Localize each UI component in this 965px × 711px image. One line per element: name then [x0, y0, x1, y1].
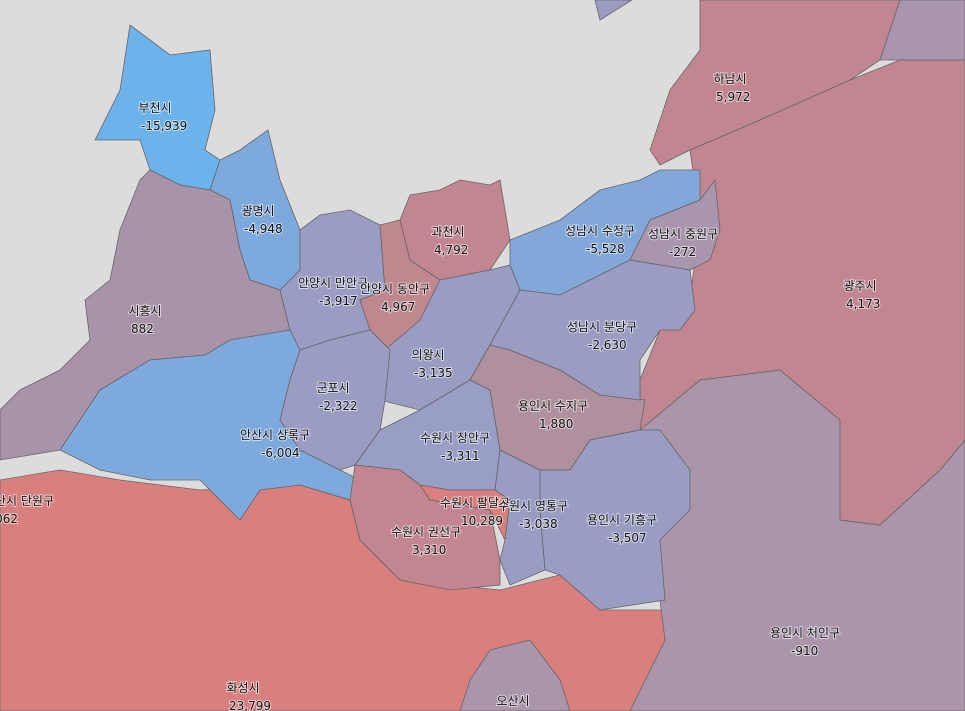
region-value: -15,939: [141, 119, 187, 133]
region-value: 23,799: [229, 699, 271, 711]
region-value: -6,004: [261, 446, 300, 460]
region: [594, 0, 633, 21]
region-name: 안양시 만안구: [298, 276, 368, 290]
region-value: -3,917: [319, 294, 358, 308]
region-value: 3,310: [412, 543, 446, 557]
region: [489, 259, 696, 401]
region-value: -5,528: [586, 242, 625, 256]
region-value: 4,792: [434, 243, 468, 257]
region-value: -2,322: [319, 399, 358, 413]
region-name: 화성시: [226, 681, 259, 695]
region: [879, 0, 965, 61]
region-name: 수원시 팔달구: [440, 496, 510, 510]
region-value: 062: [0, 512, 18, 526]
region-name: 하남시: [713, 72, 746, 86]
region-value: -272: [669, 245, 696, 259]
region-value: 882: [131, 322, 154, 336]
region: [349, 464, 501, 591]
region-value: -3,507: [608, 531, 647, 545]
region-name: 오산시: [496, 694, 529, 708]
region-value: -3,038: [519, 517, 558, 531]
region-name: 성남시 중원구: [648, 227, 718, 241]
region-value: -3,135: [414, 366, 453, 380]
region-name: 안산시 상록구: [240, 428, 310, 442]
region-name: 시흥시: [128, 304, 161, 318]
region-value: 4,173: [846, 297, 880, 311]
region-value: -2,630: [588, 338, 627, 352]
region-name: 성남시 분당구: [567, 320, 637, 334]
region-name: 군포시: [316, 381, 349, 395]
region-name: 과천시: [431, 224, 464, 239]
region-name: 광주시: [843, 279, 876, 293]
region-name: 부천시: [138, 100, 171, 115]
region-value: -4,948: [244, 222, 283, 236]
region-name: 수원시 장안구: [420, 431, 490, 445]
region-name: 용인시 수지구: [518, 399, 588, 413]
region-name: 안양시 동안구: [360, 282, 430, 296]
region-name: 안산시 단원구: [0, 494, 54, 508]
region-name: 광명시: [241, 204, 274, 218]
region-name: 의왕시: [411, 348, 444, 362]
region: [539, 429, 691, 611]
region-name: 수원시 권선구: [391, 525, 461, 539]
region-name: 용인시 처인구: [770, 626, 840, 640]
region-value: 4,967: [381, 300, 415, 314]
region-name: 성남시 수정구: [565, 224, 635, 238]
region-value: -910: [791, 644, 818, 658]
region: [459, 639, 571, 711]
region-name: 수원시 영통구: [498, 499, 568, 513]
region-value: -3,311: [441, 449, 480, 463]
region-value: 10,289: [461, 514, 503, 528]
region-value: 1,880: [539, 417, 573, 431]
region: [399, 179, 511, 281]
region-name: 용인시 기흥구: [587, 513, 657, 527]
region-value: 5,972: [716, 90, 750, 104]
